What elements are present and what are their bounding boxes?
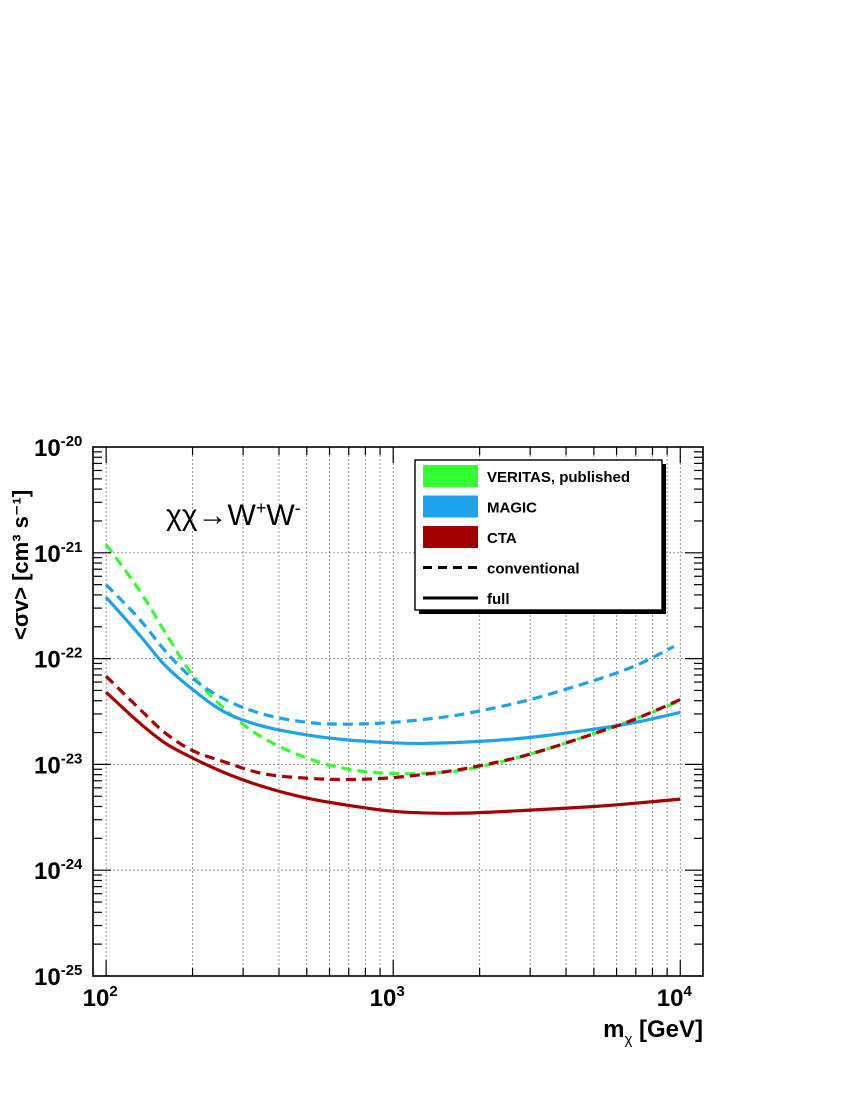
y-tick-label: 10-25 [34, 962, 82, 991]
y-tick-label-exp: -21 [61, 539, 83, 556]
y-tick-label: 10-24 [34, 856, 83, 885]
legend-label-magic: MAGIC [487, 500, 537, 517]
y-tick-label-exp: -20 [61, 433, 83, 450]
y-tick-label: 10-20 [34, 433, 82, 462]
y-tick-label-exp: -22 [61, 645, 83, 662]
x-axis-label: mχ [GeV] [603, 1016, 703, 1048]
legend-swatch-veritas-published [423, 465, 478, 487]
process-annotation-sup2: - [295, 498, 301, 518]
process-annotation-base: χχ→W [166, 499, 256, 532]
process-annotation: χχ→W+W- [166, 498, 301, 532]
legend-label-cta: CTA [487, 530, 517, 547]
magic-dashed-line [104, 583, 675, 726]
y-tick-label: 10-22 [34, 645, 82, 674]
legend-label-full: full [487, 591, 510, 608]
x-tick-label: 103 [370, 983, 405, 1012]
x-tick-label-base: 10 [83, 985, 110, 1012]
y-tick-label-base: 10 [34, 964, 61, 991]
y-axis-label: <σv> [cm³ s⁻¹] [8, 490, 33, 640]
x-tick-label-exp: 2 [109, 983, 117, 1000]
legend-swatch-cta [423, 526, 478, 548]
x-tick-label-exp: 3 [396, 983, 404, 1000]
legend-label-conventional: conventional [487, 561, 580, 578]
y-tick-label-base: 10 [34, 541, 61, 568]
legend: VERITAS, published MAGIC CTA conventional fu… [414, 459, 666, 614]
x-tick-label-exp: 4 [683, 983, 692, 1000]
y-tick-label-exp: -25 [61, 962, 83, 979]
process-annotation-mid: W [266, 499, 295, 532]
magic-solid-line [104, 596, 681, 746]
legend-swatch-magic [423, 495, 478, 518]
series-layer [104, 543, 681, 815]
y-tick-label-base: 10 [34, 858, 61, 885]
x-axis-label-sub: χ [624, 1031, 632, 1048]
x-tick-label: 102 [83, 983, 118, 1012]
y-tick-label-base: 10 [34, 435, 61, 462]
x-axis-label-base: m [603, 1016, 624, 1043]
y-tick-label-exp: -23 [61, 750, 83, 767]
x-tick-label-base: 10 [657, 985, 684, 1012]
y-tick-label-base: 10 [34, 752, 61, 779]
x-axis-label-rest: [GeV] [632, 1016, 703, 1043]
cta-solid-line [105, 691, 681, 815]
y-tick-label: 10-23 [34, 750, 82, 779]
plot-frame [92, 446, 704, 977]
x-tick-label: 104 [657, 983, 693, 1012]
veritas-published-dashed-line [104, 543, 681, 776]
x-tick-label-base: 10 [370, 985, 397, 1012]
y-tick-label-exp: -24 [61, 856, 83, 873]
y-tick-label-base: 10 [34, 647, 61, 674]
legend-label-veritas-published: VERITAS, published [487, 469, 630, 486]
cta-dashed-line [104, 675, 681, 782]
process-annotation-sup1: + [256, 498, 267, 518]
y-tick-label: 10-21 [34, 539, 82, 568]
